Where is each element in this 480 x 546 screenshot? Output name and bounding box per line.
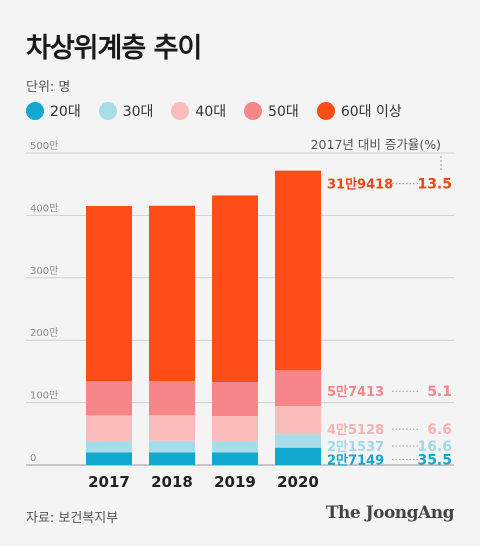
legend-swatch-30s: [98, 102, 117, 120]
legend-item-20s: 20대: [26, 101, 81, 121]
x-tick-label-2019: 2019: [214, 473, 256, 491]
annotation-value-1: 5만7413: [327, 384, 384, 400]
bar-2019-4: [212, 195, 258, 383]
brand-logo: The JoongAng: [325, 503, 455, 523]
source-note: 자료: 보건복지부: [26, 511, 119, 526]
bar-2019-1: [212, 440, 258, 453]
bar-2020-3: [275, 370, 321, 407]
x-tick-label-2018: 2018: [151, 473, 193, 491]
y-tick-label-2: 200만: [30, 327, 58, 339]
legend-swatch-50s: [244, 102, 263, 120]
legend-swatch-60s-plus: [316, 102, 335, 120]
y-tick-label-1: 100만: [30, 390, 58, 402]
legend-label-20s: 20대: [50, 104, 81, 120]
annotation-rate-3: 16.6: [417, 439, 452, 455]
legend-item-60s-plus: 60대 이상: [316, 101, 402, 121]
bar-2018-2: [149, 415, 195, 441]
y-tick-label-5: 500만: [30, 140, 58, 152]
annotation-value-4: 2만7149: [327, 452, 384, 468]
y-tick-label-0: 0: [30, 453, 36, 464]
y-tick-label-4: 400만: [30, 202, 58, 214]
bar-2017-3: [86, 381, 132, 416]
bar-2019-3: [212, 382, 258, 417]
bar-2018-3: [149, 381, 195, 416]
legend: 20대 30대 40대 50대 60대 이상: [26, 101, 420, 121]
legend-swatch-40s: [171, 102, 190, 120]
bar-2018-1: [149, 440, 195, 453]
legend-label-30s: 30대: [122, 104, 154, 120]
legend-label-40s: 40대: [195, 104, 227, 120]
annotation-value-3: 2만1537: [327, 439, 384, 455]
annotation-rate-4: 35.5: [417, 452, 452, 468]
legend-label-50s: 50대: [268, 104, 299, 120]
bar-2017-4: [86, 206, 132, 382]
annotation-header: 2017년 대비 증가율(%): [311, 137, 441, 152]
annotation-rate-1: 5.1: [427, 384, 452, 400]
legend-label-60s-plus: 60대 이상: [340, 104, 402, 120]
legend-item-50s: 50대: [244, 101, 299, 121]
legend-swatch-20s: [26, 102, 44, 120]
chart-title: 차상위계층 추이: [26, 33, 202, 64]
bar-2019-0: [212, 452, 258, 465]
bar-2018-4: [149, 205, 195, 382]
y-tick-label-3: 300만: [30, 265, 58, 277]
annotation-rate-2: 6.6: [427, 422, 452, 438]
bar-2018-0: [149, 452, 195, 465]
bar-2019-2: [212, 416, 258, 441]
bar-2017-0: [86, 452, 132, 465]
x-tick-label-2020: 2020: [277, 473, 319, 491]
unit-label: 단위: 명: [26, 80, 71, 95]
legend-item-40s: 40대: [171, 101, 226, 121]
annotation-rate-0: 13.5: [417, 177, 452, 193]
bar-2020-0: [275, 447, 321, 465]
bar-2020-4: [275, 170, 321, 371]
bar-2017-1: [86, 440, 132, 453]
legend-item-30s: 30대: [98, 101, 154, 121]
bar-2020-2: [275, 406, 321, 435]
annotation-value-2: 4만5128: [327, 422, 384, 438]
bar-2020-1: [275, 434, 321, 448]
x-tick-label-2017: 2017: [88, 473, 130, 491]
annotation-value-0: 31만9418: [327, 177, 393, 193]
bar-2017-2: [86, 415, 132, 441]
